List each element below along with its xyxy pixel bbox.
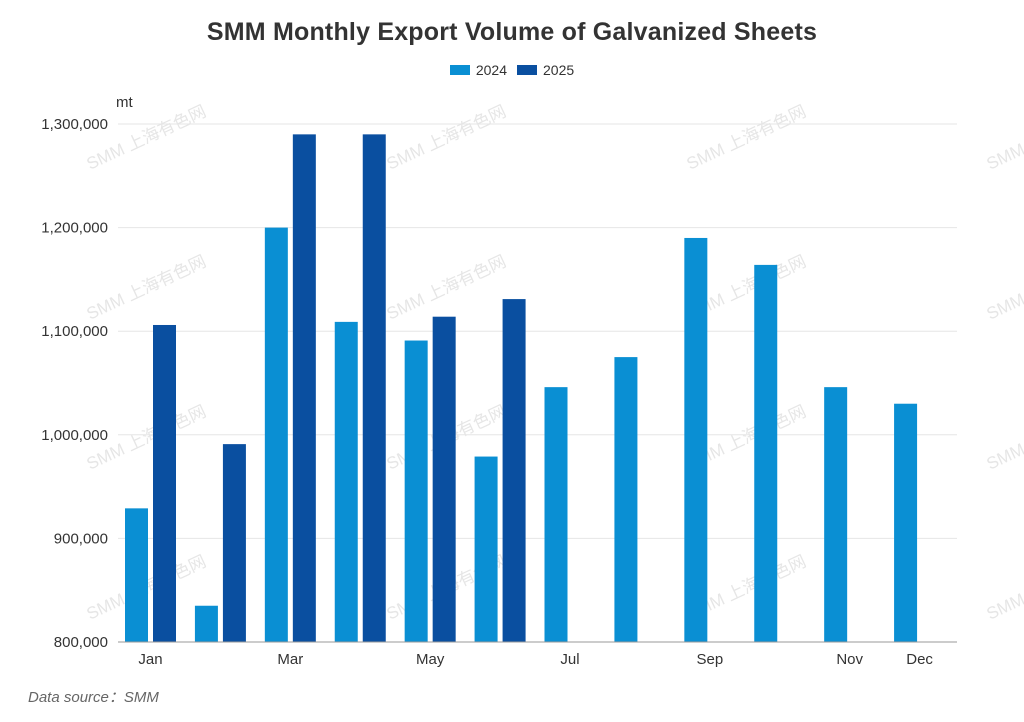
- bar-2024-jan[interactable]: [125, 508, 148, 642]
- x-axis: Jan Mar May Jul Sep Nov Dec: [118, 641, 957, 668]
- x-tick-label-may: May: [416, 651, 445, 668]
- watermark-text: SMM 上海有色网: [384, 252, 509, 324]
- legend-item-2024[interactable]: 2024: [449, 62, 507, 78]
- x-tick-label-sep: Sep: [696, 651, 723, 668]
- y-tick-label: 900,000: [54, 530, 108, 547]
- legend-label-2024: 2024: [475, 62, 507, 78]
- legend-item-2025[interactable]: 2025: [517, 62, 574, 78]
- y-axis: 800,000 900,000 1,000,000 1,100,000 1,200,00…: [41, 116, 108, 651]
- bar-2024-jun[interactable]: [474, 456, 498, 642]
- bar-2025-jan[interactable]: [153, 324, 176, 642]
- watermark-text: SMM 上海有色网: [984, 252, 1024, 324]
- legend-label-2025: 2025: [543, 62, 575, 78]
- bar-2025-mar[interactable]: [292, 134, 316, 643]
- x-tick-label-jan: Jan: [138, 651, 162, 668]
- x-tick-label-jul: Jul: [560, 651, 579, 668]
- watermark-text: SMM 上海有色网: [984, 402, 1024, 474]
- bar-2024-may[interactable]: [404, 340, 428, 642]
- bar-2024-aug[interactable]: [614, 357, 638, 642]
- watermark-text: SMM 上海有色网: [84, 252, 209, 324]
- y-tick-label: 1,000,000: [41, 427, 108, 444]
- bar-2024-feb[interactable]: [194, 605, 218, 642]
- bar-2024-oct[interactable]: [754, 264, 778, 642]
- y-tick-label: 1,300,000: [41, 116, 108, 133]
- watermark-text: SMM 上海有色网: [984, 552, 1024, 624]
- chart-title: SMM Monthly Export Volume of Galvanized …: [206, 18, 818, 46]
- x-tick-label-mar: Mar: [277, 651, 303, 668]
- data-source-note: Data source：SMM: [28, 689, 159, 706]
- legend-swatch-2024: [449, 65, 470, 75]
- bar-2025-apr[interactable]: [362, 134, 386, 643]
- bar-2024-mar[interactable]: [264, 227, 288, 642]
- bar-2025-may[interactable]: [432, 316, 456, 642]
- bar-2025-jun[interactable]: [502, 299, 526, 642]
- watermark-text: SMM 上海有色网: [84, 102, 209, 174]
- watermark-text: SMM 上海有色网: [984, 102, 1024, 174]
- x-tick-label-dec: Dec: [906, 651, 933, 668]
- grid-lines: [118, 123, 957, 539]
- watermark-text: SMM 上海有色网: [384, 102, 509, 174]
- legend-swatch-2025: [517, 65, 537, 75]
- y-axis-unit: mt: [116, 94, 133, 111]
- y-tick-label: 800,000: [54, 634, 108, 651]
- bar-2025-feb[interactable]: [222, 444, 246, 642]
- watermark-text: SMM 上海有色网: [684, 102, 809, 174]
- y-tick-label: 1,100,000: [41, 323, 108, 340]
- y-tick-label: 1,200,000: [41, 220, 108, 237]
- bar-2024-jul[interactable]: [544, 387, 568, 642]
- bar-2024-dec[interactable]: [894, 403, 918, 642]
- legend: 2024 2025: [0, 62, 1024, 78]
- bar-2024-nov[interactable]: [824, 387, 848, 642]
- bar-2024-sep[interactable]: [684, 237, 708, 642]
- bars: [125, 134, 918, 643]
- x-tick-label-nov: Nov: [836, 651, 863, 668]
- bar-2024-apr[interactable]: [334, 321, 358, 642]
